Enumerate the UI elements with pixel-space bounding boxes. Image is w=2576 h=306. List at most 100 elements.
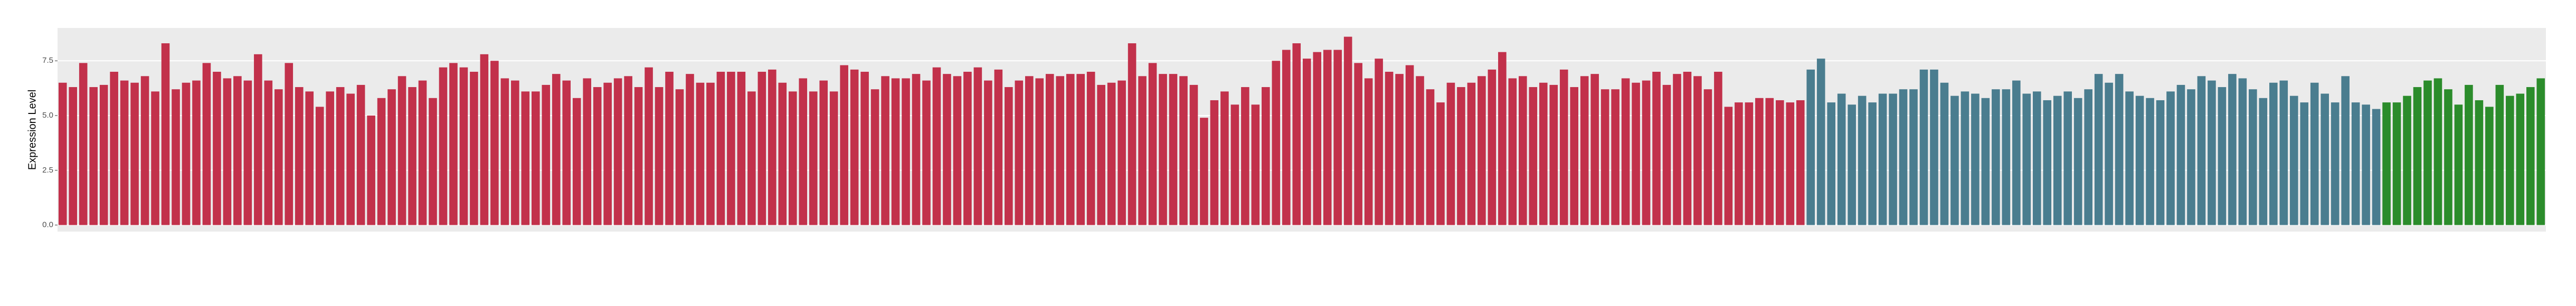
bar bbox=[1488, 69, 1497, 225]
bar bbox=[655, 87, 664, 225]
bar bbox=[1529, 87, 1538, 225]
bar bbox=[2300, 102, 2309, 225]
bar bbox=[397, 76, 406, 225]
bar bbox=[1179, 76, 1188, 225]
bar bbox=[2413, 87, 2422, 225]
bar bbox=[757, 72, 766, 225]
bar bbox=[295, 87, 304, 225]
bar bbox=[2382, 102, 2391, 225]
bar bbox=[1107, 82, 1116, 225]
bar bbox=[2063, 91, 2072, 225]
bar bbox=[799, 78, 808, 225]
bar bbox=[881, 76, 889, 225]
bar bbox=[2465, 84, 2473, 225]
bar bbox=[1539, 82, 1548, 225]
bar bbox=[1313, 52, 1322, 225]
bar bbox=[984, 80, 992, 225]
y-axis-title: Expression Level bbox=[26, 90, 38, 170]
bar bbox=[439, 67, 448, 225]
bar bbox=[768, 69, 776, 225]
bar bbox=[2084, 89, 2092, 225]
bar bbox=[1416, 76, 1424, 225]
bar bbox=[1600, 89, 1609, 225]
bar bbox=[1045, 74, 1054, 225]
bar bbox=[429, 98, 437, 225]
bar bbox=[346, 93, 355, 225]
bar bbox=[1189, 84, 1198, 225]
bar bbox=[2351, 102, 2360, 225]
bar bbox=[593, 87, 602, 225]
bar bbox=[2372, 109, 2381, 225]
bar bbox=[1241, 87, 1249, 225]
bar bbox=[2012, 80, 2021, 225]
bar bbox=[788, 91, 797, 225]
bar bbox=[953, 76, 962, 225]
bar bbox=[1992, 89, 2000, 225]
bar bbox=[1395, 74, 1404, 225]
bar bbox=[79, 63, 88, 225]
bar bbox=[994, 69, 1003, 225]
bar bbox=[1961, 91, 1969, 225]
bar bbox=[1673, 74, 1681, 225]
bar bbox=[778, 82, 787, 225]
bar bbox=[1272, 61, 1281, 225]
bar bbox=[2259, 98, 2268, 225]
bar bbox=[829, 91, 838, 225]
bar bbox=[613, 78, 622, 225]
bar bbox=[2002, 89, 2011, 225]
bar bbox=[1117, 80, 1126, 225]
bar bbox=[305, 91, 314, 225]
bar bbox=[69, 87, 78, 225]
bar bbox=[583, 78, 591, 225]
bar bbox=[1816, 59, 1825, 225]
bar bbox=[2197, 76, 2206, 225]
bar bbox=[2156, 100, 2165, 225]
bar bbox=[1498, 52, 1507, 225]
bar bbox=[2444, 89, 2452, 225]
bar bbox=[172, 89, 180, 225]
bar bbox=[2187, 89, 2195, 225]
bar bbox=[1282, 50, 1291, 225]
bar bbox=[1015, 80, 1024, 225]
bar bbox=[213, 72, 221, 225]
bar bbox=[1343, 36, 1352, 225]
bar bbox=[809, 91, 818, 225]
bar bbox=[1632, 82, 1640, 225]
bar bbox=[1323, 50, 1332, 225]
bar bbox=[2526, 87, 2535, 225]
bar bbox=[2495, 84, 2504, 225]
bar bbox=[2032, 91, 2041, 225]
bar bbox=[120, 80, 129, 225]
bar bbox=[706, 82, 715, 225]
bar bbox=[2249, 89, 2257, 225]
bar bbox=[1056, 76, 1065, 225]
bar bbox=[634, 87, 643, 225]
bar bbox=[2536, 78, 2545, 225]
bar bbox=[1200, 118, 1208, 225]
bar bbox=[1981, 98, 1990, 225]
bar bbox=[2341, 76, 2350, 225]
bar bbox=[233, 76, 242, 225]
bar bbox=[264, 80, 273, 225]
bar bbox=[1837, 93, 1846, 225]
bar bbox=[1735, 102, 1743, 225]
bar bbox=[840, 65, 848, 225]
bar bbox=[1302, 59, 1311, 225]
bar bbox=[1662, 84, 1671, 225]
bar bbox=[1519, 76, 1527, 225]
bar bbox=[315, 107, 324, 225]
bar bbox=[130, 82, 139, 225]
bar bbox=[665, 72, 674, 225]
bar bbox=[912, 74, 921, 225]
bar bbox=[1755, 98, 1764, 225]
bar bbox=[243, 80, 252, 225]
bar bbox=[1210, 100, 1219, 225]
bar bbox=[192, 80, 201, 225]
bar bbox=[902, 78, 910, 225]
bar bbox=[2135, 95, 2144, 225]
bar bbox=[1220, 91, 1229, 225]
bar bbox=[1889, 93, 1897, 225]
bar bbox=[151, 91, 159, 225]
bar bbox=[1724, 107, 1733, 225]
